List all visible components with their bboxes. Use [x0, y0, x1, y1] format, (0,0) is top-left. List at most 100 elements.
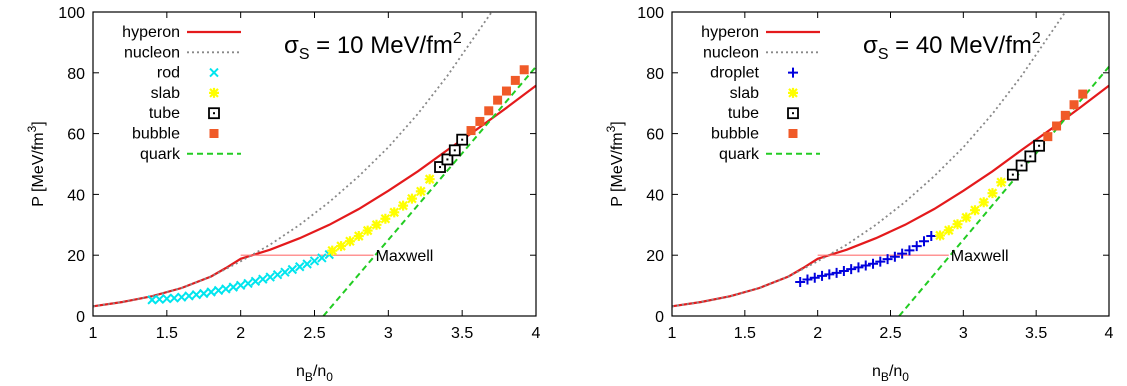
legend-label-nucleon: nucleon [124, 44, 180, 61]
data-point-bubble [510, 75, 520, 85]
data-point-rod [317, 253, 327, 263]
data-point-bubble [466, 126, 476, 136]
data-point-rod [154, 294, 165, 304]
y-tick-label: 60 [67, 127, 85, 144]
data-point-bubble [484, 106, 494, 116]
legend-label-slab: slab [151, 85, 180, 102]
series-bubble-markers [1043, 89, 1088, 142]
series-rod-markers [147, 249, 334, 305]
data-point-droplet [831, 267, 842, 278]
series-tube-markers [434, 133, 469, 173]
data-point-slab [969, 205, 980, 216]
data-point-rod [162, 293, 172, 304]
data-point-bubble [501, 86, 511, 96]
data-point-bubble [1043, 132, 1053, 142]
data-point-rod [295, 262, 305, 272]
data-point-slab [362, 225, 373, 236]
y-tick-label: 20 [646, 248, 664, 265]
data-point-slab [398, 200, 409, 211]
legend-symbol-rod [209, 67, 219, 78]
data-point-droplet [889, 251, 900, 262]
data-point-bubble [1052, 121, 1062, 131]
data-point-bubble [519, 65, 529, 75]
data-point-slab [935, 230, 946, 241]
maxwell-label: Maxwell [376, 248, 434, 265]
x-tick-label: 3 [384, 325, 393, 342]
y-tick-label: 80 [646, 66, 664, 83]
data-point-droplet [817, 270, 828, 281]
data-point-tube-dot [461, 138, 464, 141]
series-nucleon-line [671, 11, 1067, 308]
x-tick-label: 1.5 [156, 325, 178, 342]
data-point-droplet [795, 276, 806, 287]
legend-label-tube: tube [728, 105, 759, 122]
data-point-bubble [1060, 110, 1070, 120]
y-tick-label: 0 [76, 309, 85, 326]
data-point-droplet [868, 258, 879, 269]
series-quark-line [322, 66, 537, 317]
y-tick-label: 40 [646, 187, 664, 204]
data-point-slab [336, 241, 347, 252]
data-point-droplet [802, 274, 813, 285]
data-point-tube-dot [439, 166, 442, 169]
legend-label-droplet: droplet [710, 65, 759, 82]
data-point-droplet [809, 272, 820, 283]
legend-symbol-droplet [788, 67, 798, 78]
y-tick-label: 20 [67, 248, 85, 265]
series-slab-markers [935, 177, 1007, 241]
data-point-rod [176, 292, 187, 302]
x-tick-label: 4 [1105, 325, 1114, 342]
data-point-rod [213, 285, 224, 296]
data-point-droplet [897, 248, 908, 259]
legend-label-hyperon: hyperon [701, 24, 759, 41]
data-point-droplet [919, 236, 930, 247]
data-point-tube-dot [1038, 144, 1041, 147]
maxwell-label: Maxwell [951, 248, 1009, 265]
series-slab-markers [327, 174, 435, 256]
data-point-tube-dot [1011, 173, 1014, 176]
series-hyperon-line [671, 84, 1110, 308]
data-point-bubble [1078, 89, 1088, 99]
data-point-droplet [846, 264, 857, 275]
y-tick-label: 0 [655, 309, 664, 326]
data-point-droplet [904, 245, 915, 256]
data-point-rod [199, 288, 209, 299]
y-axis-label: P [MeV/fm3] [25, 121, 47, 207]
legend-label-rod: rod [157, 65, 180, 82]
legend: hyperon nucleon droplet slab tube bubble quark [701, 24, 820, 163]
data-point-rod [287, 264, 298, 275]
legend-label-bubble: bubble [132, 126, 180, 143]
chart-title: σS = 40 MeV/fm2 [863, 30, 1041, 63]
legend-symbol-bubble [788, 129, 798, 138]
data-point-tube-dot [1029, 155, 1032, 158]
data-point-droplet [838, 266, 849, 277]
x-tick-label: 2 [236, 325, 245, 342]
legend-symbol-slab [788, 87, 798, 98]
legend-label-tube: tube [149, 105, 180, 122]
legend-symbol-tube-dot [213, 112, 215, 115]
x-tick-label: 4 [532, 325, 541, 342]
data-point-slab [406, 193, 417, 204]
chart-title: σS = 10 MeV/fm2 [284, 30, 462, 63]
data-point-droplet [853, 262, 864, 273]
data-point-rod [243, 278, 253, 289]
data-point-rod [184, 291, 194, 301]
y-tick-label: 100 [637, 5, 664, 22]
y-tick-label: 80 [67, 66, 85, 83]
x-tick-label: 2 [813, 325, 822, 342]
legend-symbol-tube-dot [792, 112, 794, 115]
data-point-droplet [911, 241, 922, 252]
x-tick-label: 3.5 [451, 325, 473, 342]
series-droplet-markers [795, 231, 937, 287]
data-point-droplet [824, 269, 835, 280]
data-point-slab [424, 174, 435, 185]
data-point-slab [415, 186, 426, 197]
x-tick-label: 1.5 [734, 325, 756, 342]
data-point-slab [327, 245, 338, 256]
data-point-droplet [875, 256, 886, 267]
data-point-slab [943, 225, 954, 236]
legend-label-quark: quark [140, 146, 181, 163]
legend: hyperon nucleon rod slab tube bubble quark [122, 24, 241, 163]
